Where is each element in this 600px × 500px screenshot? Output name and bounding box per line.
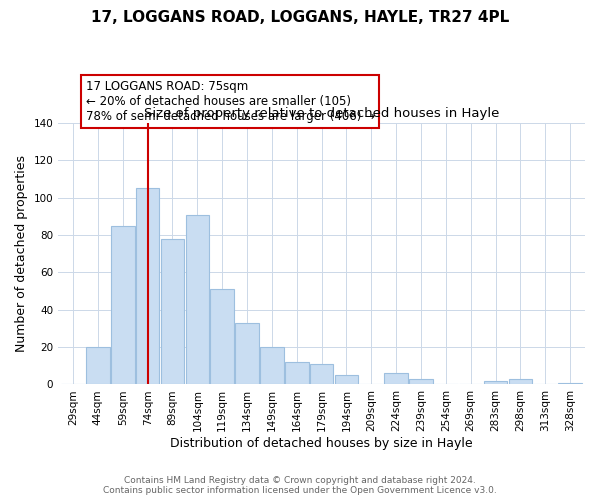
Text: 17 LOGGANS ROAD: 75sqm
← 20% of detached houses are smaller (105)
78% of semi-de: 17 LOGGANS ROAD: 75sqm ← 20% of detached… [86, 80, 374, 123]
X-axis label: Distribution of detached houses by size in Hayle: Distribution of detached houses by size … [170, 437, 473, 450]
Bar [161, 239, 184, 384]
Text: Contains HM Land Registry data © Crown copyright and database right 2024.
Contai: Contains HM Land Registry data © Crown c… [103, 476, 497, 495]
Bar [409, 379, 433, 384]
Bar [211, 289, 234, 384]
Bar [86, 347, 110, 385]
Title: Size of property relative to detached houses in Hayle: Size of property relative to detached ho… [144, 108, 499, 120]
Bar [285, 362, 308, 384]
Bar [484, 380, 508, 384]
Bar [111, 226, 134, 384]
Y-axis label: Number of detached properties: Number of detached properties [15, 155, 28, 352]
Bar [185, 214, 209, 384]
Bar [335, 375, 358, 384]
Bar [235, 323, 259, 384]
Bar [260, 347, 284, 385]
Bar [509, 379, 532, 384]
Bar [310, 364, 334, 384]
Bar [136, 188, 160, 384]
Text: 17, LOGGANS ROAD, LOGGANS, HAYLE, TR27 4PL: 17, LOGGANS ROAD, LOGGANS, HAYLE, TR27 4… [91, 10, 509, 25]
Bar [558, 382, 582, 384]
Bar [385, 374, 408, 384]
